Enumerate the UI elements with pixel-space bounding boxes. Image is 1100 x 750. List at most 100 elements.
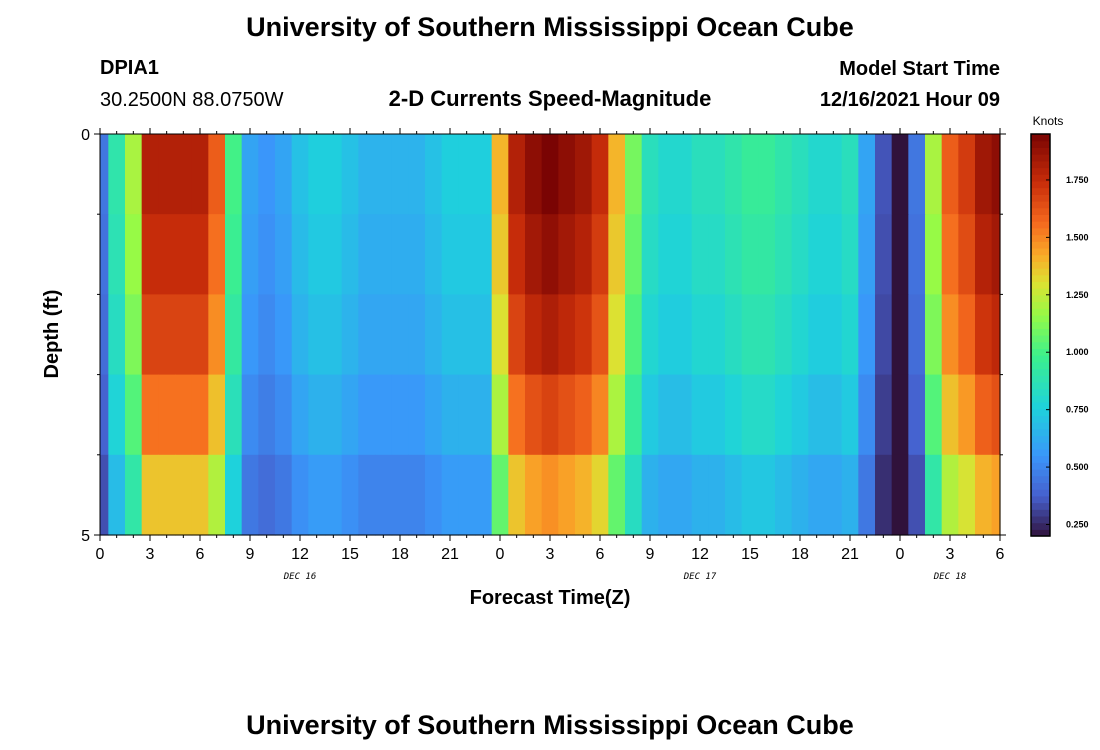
heatmap-cell [308,214,326,295]
heatmap-cell [408,374,426,456]
colorbar-frame [1030,133,1051,537]
heatmap-cell [525,134,543,215]
colorbar-segment [1031,301,1050,309]
colorbar-segment [1031,341,1050,349]
heatmap-cell [558,134,576,215]
heatmap-cell [975,374,993,456]
heatmap-cell [941,454,959,536]
heatmap-cell [241,294,259,376]
heatmap-cell [891,454,909,536]
colorbar-tick-label: 1.750 [1066,175,1089,185]
heatmap-cell [375,294,393,376]
heatmap-cell [441,294,459,376]
colorbar-segment [1031,187,1050,195]
colorbar-segment [1031,134,1050,142]
heatmap-cell [125,454,143,536]
heatmap-cell [258,454,276,536]
heatmap-cell [625,134,643,215]
heatmap-cell [741,374,759,456]
heatmap-cell [308,294,326,376]
page-title-repeat: University of Southern Mississippi Ocean… [246,710,854,740]
heatmap-cell [475,374,493,456]
heatmap-cell [858,134,876,215]
heatmap-cell [991,294,1001,376]
heatmap-cell [408,214,426,295]
y-axis-tick-labels: 05 [81,127,90,545]
heatmap-cell [925,454,943,536]
heatmap-cell [558,374,576,456]
heatmap-cell [125,134,143,215]
colorbar-segment [1031,288,1050,296]
heatmap-cell [608,454,626,536]
heatmap-cell [441,134,459,215]
heatmap-cell [108,454,126,536]
heatmap-cell [825,374,843,456]
heatmap-cell [958,454,976,536]
heatmap-cell [391,374,409,456]
heatmap-cell [125,214,143,295]
heatmap-cell [825,134,843,215]
colorbar-segment [1031,415,1050,423]
heatmap-cell [108,294,126,376]
colorbar-segment [1031,502,1050,510]
colorbar-segment [1031,180,1050,189]
heatmap-cell [458,214,476,295]
x-tick-label: 9 [246,546,255,563]
heatmap-cell [475,454,493,536]
colorbar-segment [1031,227,1050,236]
heatmap-cell [558,454,576,536]
heatmap-cell [458,134,476,215]
heatmap-cell [625,294,643,376]
heatmap-cell [291,214,309,295]
colorbar-segment [1031,281,1050,289]
heatmap-cell [958,214,976,295]
heatmap-cell [791,374,809,456]
x-tick-label: 18 [791,546,809,563]
heatmap-cell [791,214,809,295]
heatmap-cell [775,454,793,536]
heatmap-cell [875,374,893,456]
heatmap-cell [675,294,693,376]
heatmap-cell [975,214,993,295]
heatmap-cell [141,214,159,295]
heatmap-cell [208,294,226,376]
heatmap-cell [491,374,509,456]
colorbar-unit: Knots [1033,114,1064,128]
heatmap-cell [341,454,359,536]
colorbar-segment [1031,294,1050,303]
heatmap-cell [808,214,826,295]
heatmap-cell [658,134,676,215]
x-tick-label: 0 [96,546,105,563]
colorbar-segment [1031,194,1050,202]
heatmap-cell [475,214,493,295]
heatmap-cell [100,134,109,215]
heatmap-cell [175,294,193,376]
heatmap-cell [225,294,243,376]
heatmap-cell [225,214,243,295]
heatmap-cell [675,454,693,536]
heatmap-cell [841,454,859,536]
heatmap-cell [100,294,109,376]
heatmap-cell [858,454,876,536]
heatmap-cell [191,374,209,456]
colorbar-segment [1031,475,1050,483]
heatmap-cell [175,374,193,456]
heatmap-cell [708,294,726,376]
heatmap-cell [425,214,443,295]
heatmap-cell [291,294,309,376]
heatmap-cell [608,214,626,295]
colorbar-segment [1031,515,1050,524]
y-axis-ticks [94,133,1006,536]
colorbar-segment [1031,435,1050,443]
heatmap-cell [391,214,409,295]
heatmap-cell [475,134,493,215]
x-tick-label: 3 [146,546,155,563]
heatmap-cell [558,294,576,376]
heatmap-cell [858,374,876,456]
heatmap-cell [991,374,1001,456]
heatmap-cell [341,134,359,215]
colorbar-segment [1031,140,1050,148]
colorbar-tick-labels: 0.250 0.500 0.750 1.000 1.250 1.500 1.750 [1046,175,1089,530]
heatmap-cell [175,454,193,536]
heatmap-cell [708,134,726,215]
